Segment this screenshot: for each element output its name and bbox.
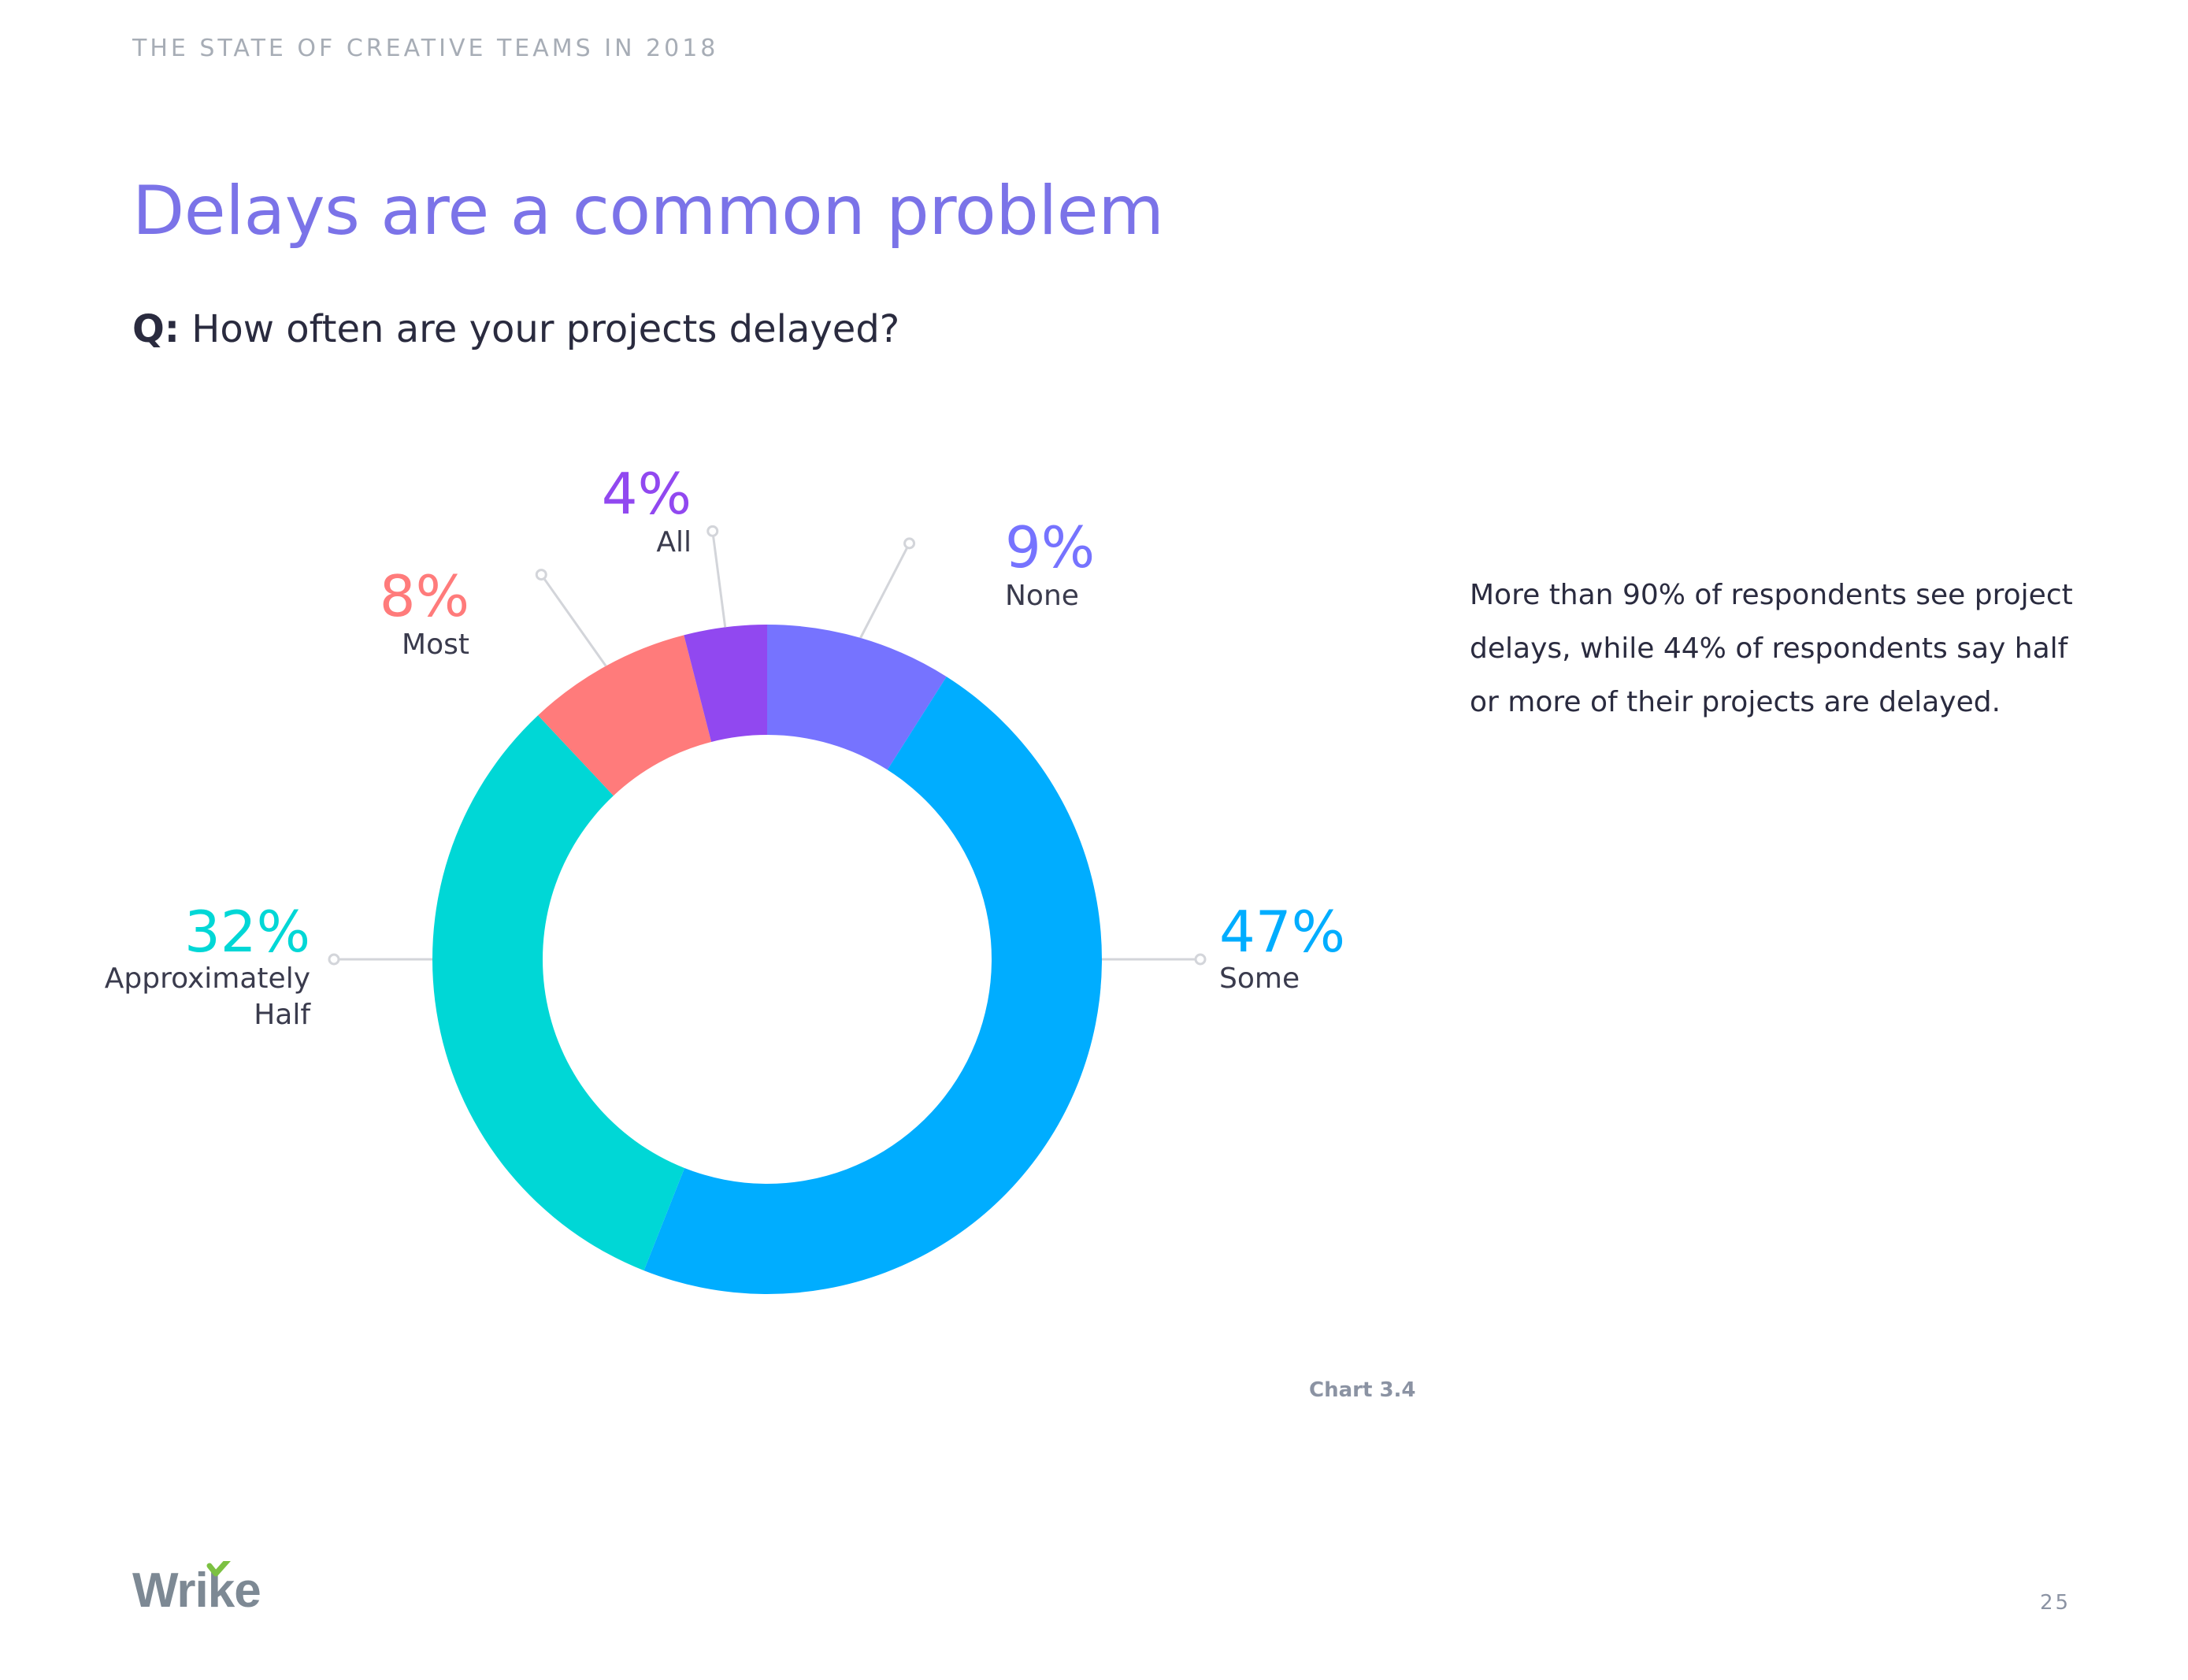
leader-line-none <box>859 543 910 639</box>
report-header: THE STATE OF CREATIVE TEAMS IN 2018 <box>132 35 719 62</box>
category-label-line: None <box>1005 580 1079 612</box>
chart-caption: Chart 3.4 <box>1309 1378 1416 1402</box>
category-label-most: Most <box>402 629 469 661</box>
donut-slice-none <box>767 625 947 770</box>
data-label-all: 4% <box>602 461 692 527</box>
data-label-approximately-half: 32% <box>184 899 310 965</box>
page-title: Delays are a common problem <box>132 172 1164 250</box>
category-label-approximately-half: Approximately Half <box>105 962 312 1031</box>
donut-slice-some <box>643 677 1102 1295</box>
callout-text: More than 90% of respondents see project… <box>1470 579 2073 718</box>
data-label-most: 8% <box>380 563 469 629</box>
data-label-none: 9% <box>1005 514 1095 580</box>
leader-dot-all <box>706 525 719 537</box>
question-text: How often are your projects delayed? <box>191 307 900 351</box>
svg-text:Wrike: Wrike <box>132 1563 261 1616</box>
category-label-some: Some <box>1219 962 1300 995</box>
page-number: 25 <box>2040 1591 2071 1615</box>
leader-dot-most <box>535 569 547 581</box>
donut-slice-approximately-half <box>432 715 685 1271</box>
data-label-some: 47% <box>1219 899 1345 965</box>
donut-slice-all <box>684 625 767 742</box>
leader-dot-none <box>903 537 916 550</box>
question-prefix: Q: <box>132 307 180 351</box>
category-label-line: All <box>656 526 692 558</box>
category-label-line: Half <box>254 999 311 1031</box>
category-label-line: Some <box>1219 962 1300 995</box>
leader-line-all <box>711 531 727 628</box>
wrike-logo: Wrike <box>132 1561 261 1616</box>
leader-dot-some <box>1194 953 1207 966</box>
category-label-line: Approximately <box>105 962 310 995</box>
leader-dot-approximately-half <box>328 953 340 966</box>
category-label-none: None <box>1005 580 1079 612</box>
donut-slice-most <box>538 635 712 796</box>
leader-line-most <box>540 573 607 667</box>
category-label-line: Most <box>402 629 469 661</box>
survey-question: Q: How often are your projects delayed? <box>132 307 899 351</box>
category-label-all: All <box>656 526 692 558</box>
